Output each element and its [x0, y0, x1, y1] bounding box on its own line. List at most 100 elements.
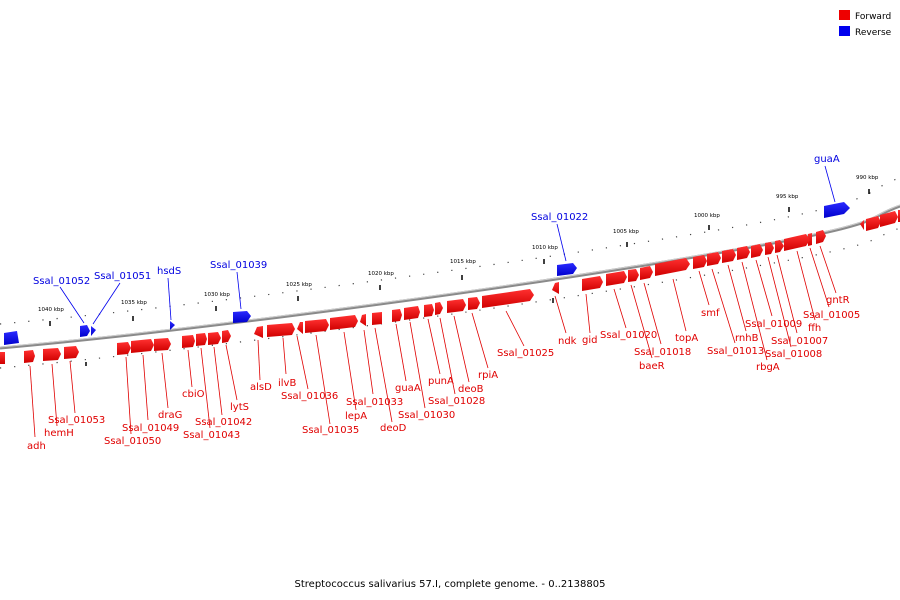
gene-arrow-forward[interactable]	[866, 216, 881, 231]
gene-label[interactable]: Ssal_01035	[302, 425, 359, 436]
tick-label: 1035 kbp	[121, 300, 147, 306]
gene-arrow-forward[interactable]	[404, 306, 420, 320]
gene-arrow-forward[interactable]	[297, 322, 303, 334]
gene-label[interactable]: Ssal_01020	[600, 330, 657, 341]
gene-arrow-forward[interactable]	[860, 220, 864, 230]
gene-label[interactable]: Ssal_01013	[707, 346, 764, 357]
gene-label[interactable]: ffh	[808, 323, 821, 334]
gene-label[interactable]: punA	[428, 376, 454, 387]
gene-arrow-forward[interactable]	[775, 240, 784, 253]
gene-arrow-reverse[interactable]	[4, 331, 19, 345]
gene-label[interactable]: hemH	[44, 428, 74, 439]
gene-arrow-forward[interactable]	[722, 249, 736, 263]
gene-arrow-reverse[interactable]	[824, 202, 850, 218]
gene-arrow-forward[interactable]	[737, 246, 750, 260]
gene-label[interactable]: Ssal_01042	[195, 417, 252, 428]
gene-arrow-forward[interactable]	[628, 269, 639, 282]
gene-label[interactable]: alsD	[250, 382, 272, 393]
gene-label[interactable]: smf	[701, 308, 720, 319]
gene-label[interactable]: lepA	[345, 411, 367, 422]
gene-arrow-forward[interactable]	[582, 276, 603, 291]
gene-label[interactable]: lytS	[230, 402, 249, 413]
gene-arrow-forward[interactable]	[0, 352, 5, 364]
reverse-gene-labels: guaA Ssal_01022 Ssal_01039 hsdS Ssal_010…	[33, 154, 840, 287]
gene-arrow-forward[interactable]	[655, 258, 690, 276]
gene-arrow-forward[interactable]	[182, 335, 195, 348]
gene-arrow-reverse[interactable]	[80, 325, 90, 337]
gene-label[interactable]: Ssal_01051	[94, 271, 151, 282]
gene-label[interactable]: topA	[675, 333, 698, 344]
gene-arrow-forward[interactable]	[880, 211, 898, 227]
gene-arrow-forward[interactable]	[447, 299, 466, 313]
gene-arrow-forward[interactable]	[424, 304, 434, 317]
gene-label[interactable]: deoB	[458, 384, 484, 395]
gene-arrow-forward[interactable]	[606, 271, 627, 286]
gene-arrow-forward[interactable]	[254, 326, 263, 338]
gene-label[interactable]: rbgA	[756, 362, 780, 373]
gene-arrow-reverse[interactable]	[170, 321, 175, 330]
gene-label[interactable]: Ssal_01043	[183, 430, 240, 441]
gene-arrow-forward[interactable]	[435, 302, 443, 315]
gene-label[interactable]: Ssal_01025	[497, 348, 554, 359]
gene-arrow-forward[interactable]	[208, 332, 221, 345]
gene-label[interactable]: gid	[582, 335, 597, 346]
gene-arrow-forward[interactable]	[305, 319, 329, 333]
gene-arrow-reverse[interactable]	[233, 311, 251, 323]
gene-arrow-forward[interactable]	[784, 234, 810, 251]
gene-arrow-forward[interactable]	[360, 314, 366, 326]
gene-arrow-forward[interactable]	[693, 255, 707, 269]
gene-arrow-forward[interactable]	[552, 282, 559, 294]
gene-label[interactable]: Ssal_01036	[281, 391, 338, 402]
gene-label[interactable]: draG	[158, 410, 182, 421]
gene-label[interactable]: adh	[27, 441, 46, 452]
gene-label[interactable]: rnhB	[735, 333, 759, 344]
gene-label[interactable]: Ssal_01053	[48, 415, 105, 426]
gene-label[interactable]: deoD	[380, 423, 407, 434]
gene-label[interactable]: Ssal_01049	[122, 423, 179, 434]
gene-label[interactable]: Ssal_01022	[531, 212, 588, 223]
gene-label[interactable]: Ssal_01050	[104, 436, 161, 447]
gene-label[interactable]: ndk	[558, 336, 577, 347]
gene-arrow-forward[interactable]	[707, 252, 721, 266]
forward-genes	[0, 210, 900, 364]
gene-arrow-forward[interactable]	[392, 309, 402, 322]
gene-label[interactable]: cbiO	[182, 389, 205, 400]
gene-arrow-forward[interactable]	[468, 297, 480, 310]
gene-label[interactable]: Ssal_01009	[745, 319, 802, 330]
gene-arrow-forward[interactable]	[64, 346, 79, 359]
gene-label[interactable]: Ssal_01030	[398, 410, 455, 421]
gene-label[interactable]: Ssal_01052	[33, 276, 90, 287]
gene-label[interactable]: Ssal_01028	[428, 396, 485, 407]
gene-arrow-forward[interactable]	[640, 266, 653, 280]
gene-label[interactable]: guaA	[395, 383, 421, 394]
gene-arrow-reverse[interactable]	[91, 326, 96, 336]
gene-label[interactable]: rpiA	[478, 370, 498, 381]
gene-label[interactable]: gntR	[826, 295, 850, 306]
gene-arrow-forward[interactable]	[222, 330, 231, 343]
gene-arrow-forward[interactable]	[372, 312, 382, 325]
gene-label[interactable]: hsdS	[157, 266, 181, 277]
gene-arrow-forward[interactable]	[267, 323, 295, 337]
gene-arrow-forward[interactable]	[24, 350, 35, 363]
gene-arrow-forward[interactable]	[43, 348, 61, 361]
gene-arrow-forward[interactable]	[816, 230, 826, 244]
gene-arrow-forward[interactable]	[117, 342, 131, 355]
gene-label[interactable]: ilvB	[278, 378, 296, 389]
gene-arrow-reverse[interactable]	[557, 263, 577, 276]
gene-label[interactable]: baeR	[639, 361, 665, 372]
gene-arrow-forward[interactable]	[765, 242, 774, 255]
gene-arrow-forward[interactable]	[131, 339, 154, 353]
gene-arrow-forward[interactable]	[196, 333, 207, 346]
gene-arrow-forward[interactable]	[482, 289, 534, 308]
gene-arrow-forward[interactable]	[154, 338, 171, 351]
gene-arrow-forward[interactable]	[808, 233, 812, 246]
gene-label[interactable]: Ssal_01005	[803, 310, 860, 321]
gene-label[interactable]: Ssal_01033	[346, 397, 403, 408]
gene-label[interactable]: Ssal_01008	[765, 349, 822, 360]
gene-label[interactable]: guaA	[814, 154, 840, 165]
gene-arrow-forward[interactable]	[330, 315, 358, 330]
gene-arrow-forward[interactable]	[751, 244, 763, 258]
gene-label[interactable]: Ssal_01039	[210, 260, 267, 271]
gene-label[interactable]: Ssal_01007	[771, 336, 828, 347]
gene-label[interactable]: Ssal_01018	[634, 347, 691, 358]
